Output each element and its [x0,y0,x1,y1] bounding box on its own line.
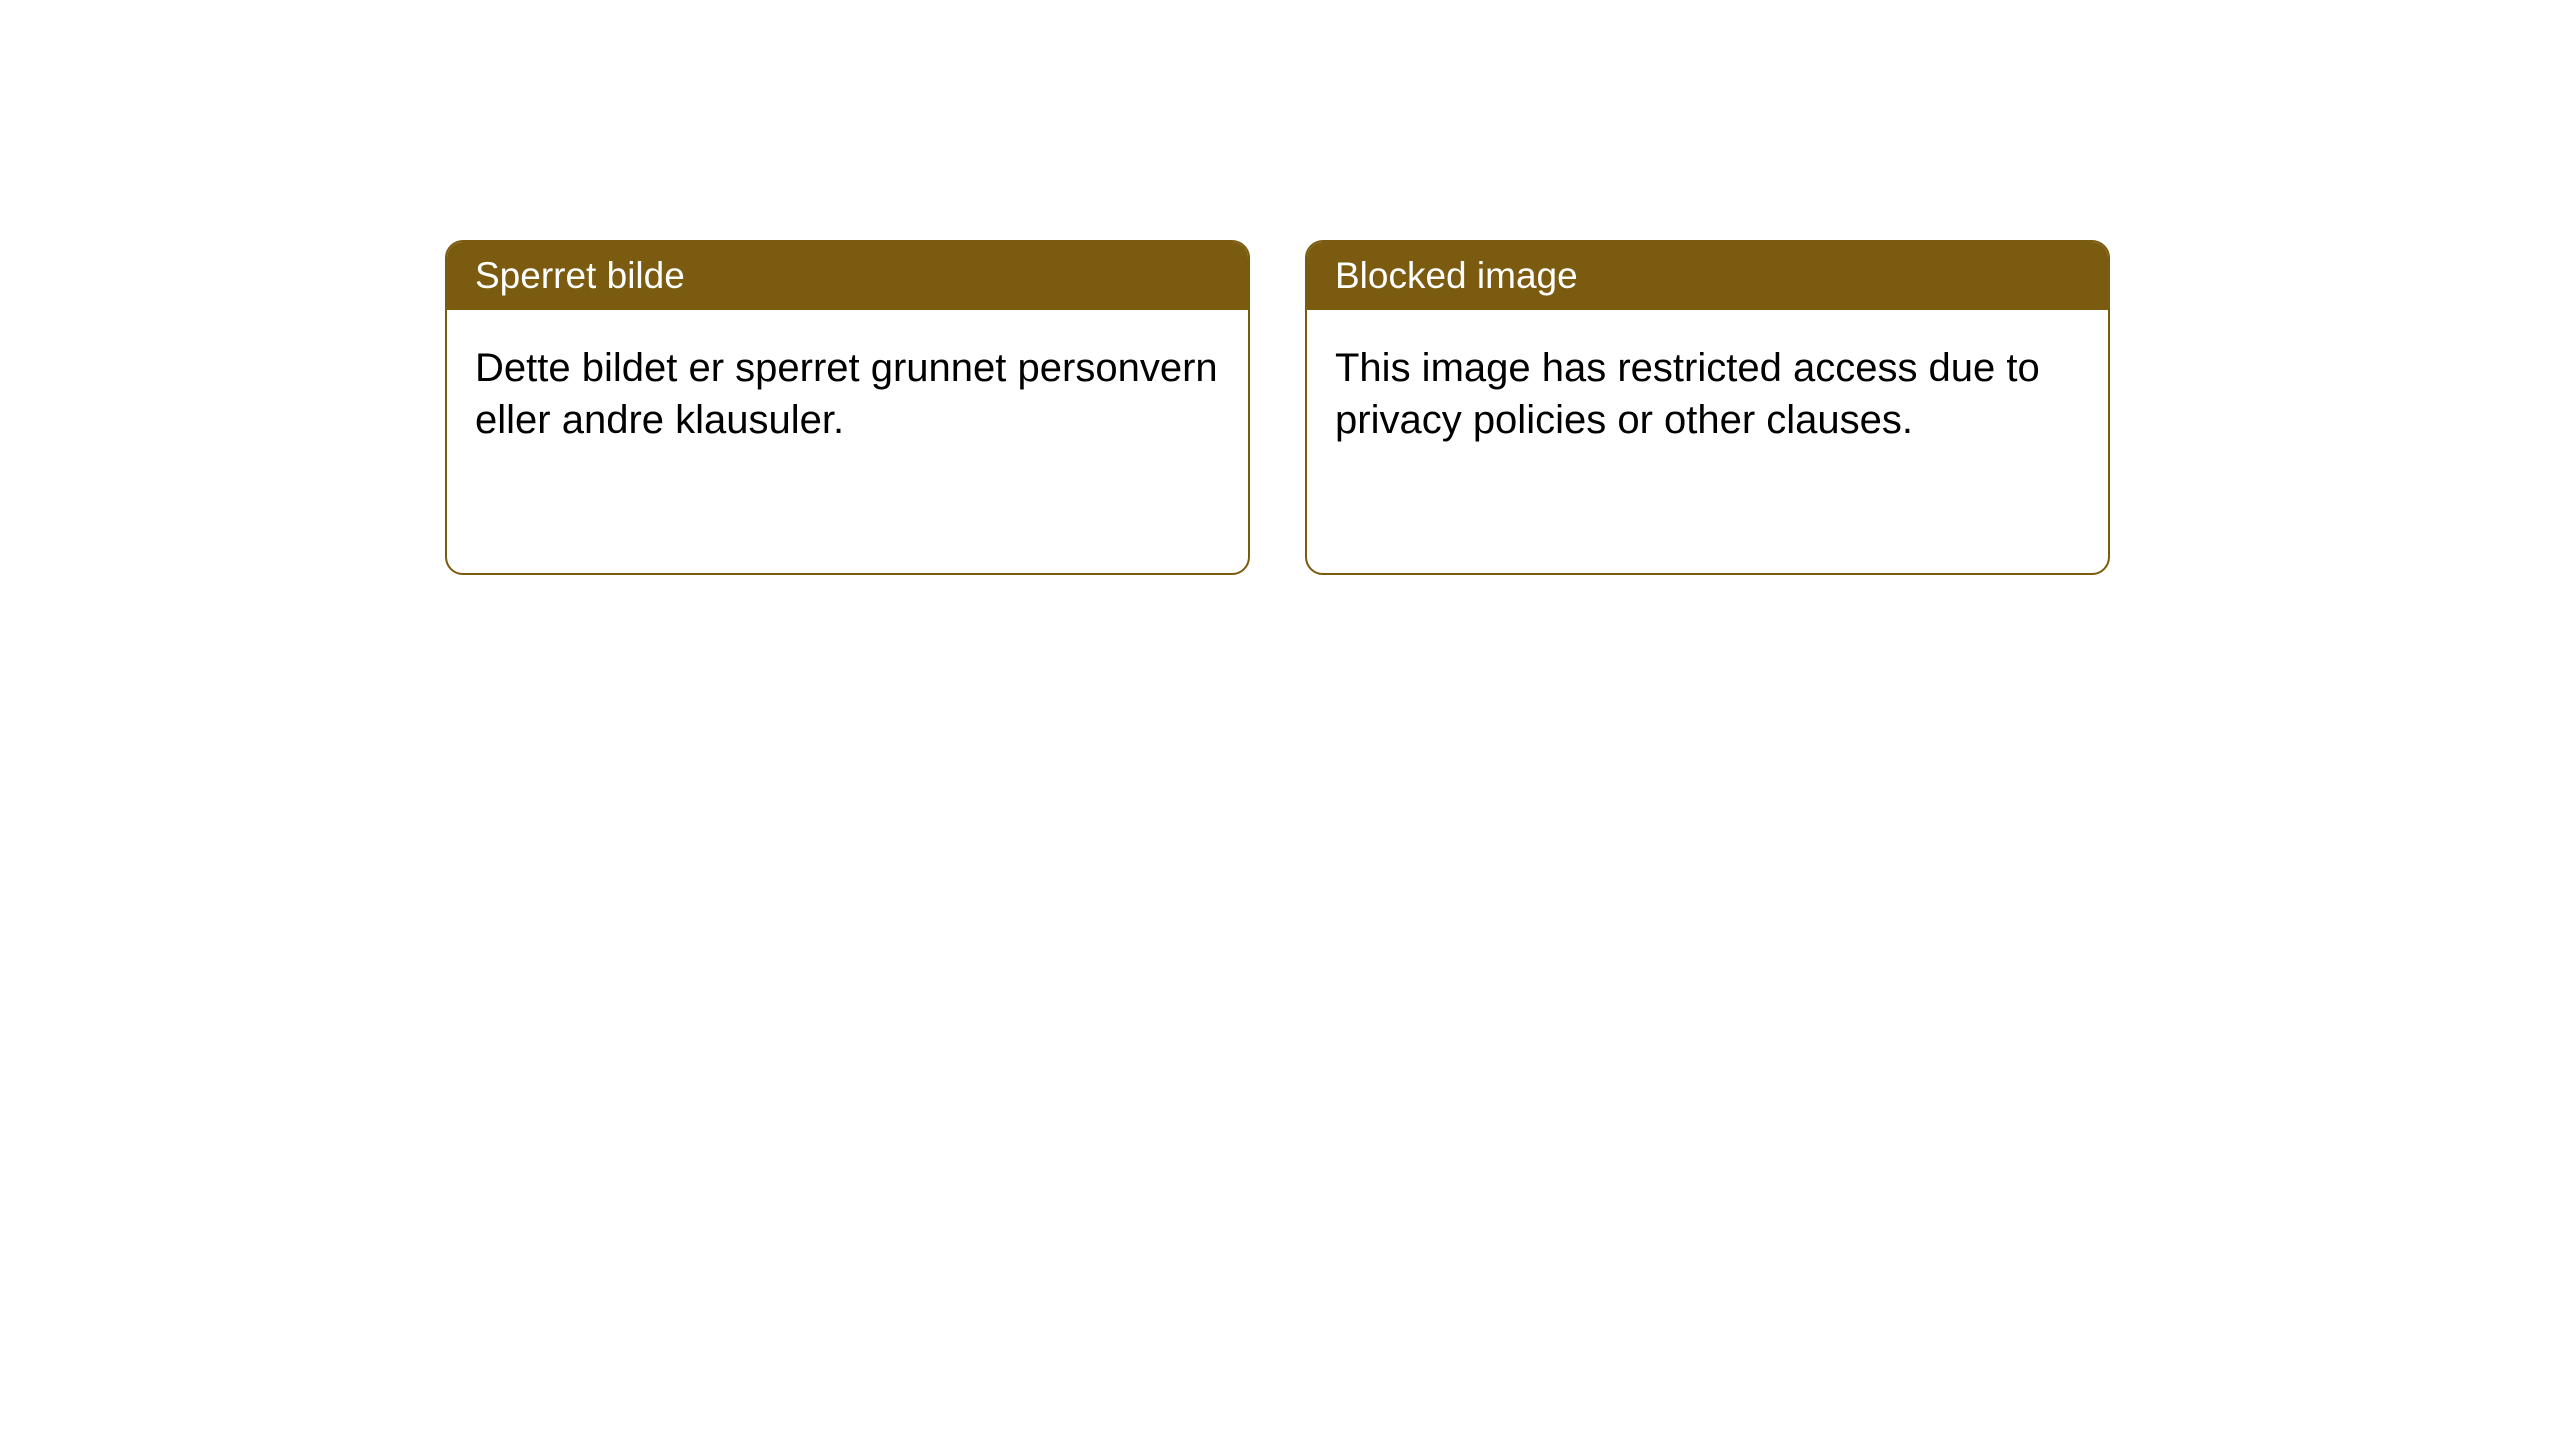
card-body: Dette bildet er sperret grunnet personve… [447,310,1248,478]
card-header: Blocked image [1307,242,2108,310]
card-title: Sperret bilde [475,255,685,296]
card-body-text: This image has restricted access due to … [1335,346,2040,442]
card-title: Blocked image [1335,255,1578,296]
card-body-text: Dette bildet er sperret grunnet personve… [475,346,1218,442]
notice-card-norwegian: Sperret bilde Dette bildet er sperret gr… [445,240,1250,575]
notice-card-english: Blocked image This image has restricted … [1305,240,2110,575]
notice-cards-container: Sperret bilde Dette bildet er sperret gr… [445,240,2110,575]
card-body: This image has restricted access due to … [1307,310,2108,478]
card-header: Sperret bilde [447,242,1248,310]
